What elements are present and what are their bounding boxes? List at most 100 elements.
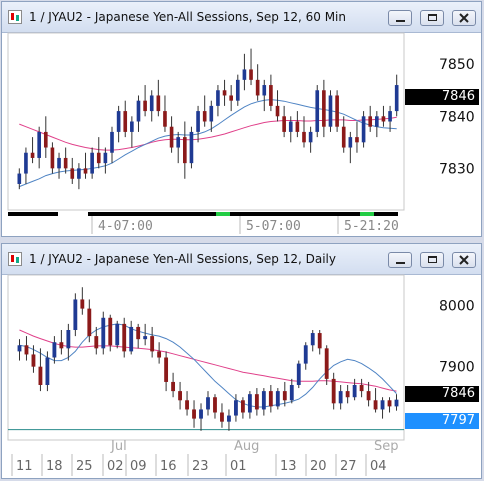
candle-body — [216, 90, 220, 106]
candle-body — [352, 385, 357, 398]
candle-body — [59, 342, 64, 349]
maximize-button[interactable] — [420, 252, 444, 268]
candle-body — [43, 131, 48, 148]
maximize-button[interactable] — [420, 10, 444, 26]
candle-body — [63, 157, 68, 169]
candle-body — [234, 400, 238, 416]
candle-body — [381, 116, 386, 122]
candle-body — [103, 152, 108, 164]
candle-body — [317, 333, 322, 349]
candle-body — [366, 391, 371, 401]
session-bar-segment — [360, 212, 374, 216]
session-bar-segment — [374, 212, 398, 216]
candle-body — [282, 391, 287, 401]
chart-window-60min[interactable]: 1 / JYAU2 - Japanese Yen-All Sessions, S… — [1, 1, 482, 237]
candle-body — [227, 415, 231, 422]
candle-body — [328, 95, 333, 127]
candle-body — [94, 336, 99, 349]
candle-body — [150, 336, 155, 352]
moving-average-fast — [19, 323, 397, 408]
close-button[interactable] — [452, 252, 476, 268]
candle-body — [361, 116, 366, 143]
title-bar[interactable]: 1 / JYAU2 - Japanese Yen-All Sessions, S… — [2, 2, 481, 33]
x-tick-label: 11 — [16, 459, 33, 474]
candle-body — [37, 131, 41, 158]
candle-body — [322, 90, 326, 127]
candle-body — [269, 85, 273, 106]
close-icon — [459, 13, 469, 23]
x-tick-label: 5-21:20 — [344, 219, 399, 234]
chart-window-icon — [8, 10, 22, 24]
candle-body — [183, 137, 187, 164]
maximize-icon — [428, 256, 437, 263]
x-tick-label: 5-07:00 — [246, 219, 301, 234]
last-price-tag: 7846 — [405, 386, 479, 402]
candle-body — [189, 131, 194, 164]
month-label: Sep — [374, 439, 399, 454]
minimize-button[interactable] — [388, 252, 412, 268]
candle-body — [247, 394, 252, 413]
close-button[interactable] — [452, 10, 476, 26]
candle-body — [157, 351, 162, 358]
candle-body — [380, 400, 385, 410]
candle-body — [17, 345, 22, 352]
candle-body — [296, 363, 301, 385]
candle-body — [169, 126, 174, 148]
candle-body — [303, 345, 308, 364]
candle-body — [254, 394, 259, 410]
x-tick-label: 18 — [46, 459, 63, 474]
candle-body — [52, 342, 57, 358]
x-tick-label: 01 — [230, 459, 247, 474]
candle-body — [375, 116, 379, 127]
close-icon — [459, 255, 469, 265]
candle-body — [110, 131, 114, 153]
session-bar-segment — [58, 212, 88, 216]
candle-body — [115, 323, 120, 346]
candle-body — [83, 168, 88, 174]
y-tick-label: 8000 — [439, 299, 475, 315]
candle-body — [348, 137, 353, 148]
x-tick-label: 4-07:00 — [98, 219, 153, 234]
candle-body — [202, 111, 207, 122]
candle-body — [17, 173, 22, 184]
session-bar-segment — [216, 212, 230, 216]
candle-body — [288, 121, 293, 132]
candle-body — [192, 409, 196, 419]
candle-body — [171, 381, 176, 392]
price-chart-daily[interactable]: 8000 7900 Jul Aug Sep 11 18 25 02 09 16 23 01 13 20 27 0… — [2, 244, 481, 478]
candle-body — [275, 105, 280, 117]
candle-body — [255, 79, 260, 96]
candle-body — [108, 317, 113, 346]
candle-body — [149, 95, 154, 112]
window-title: 1 / JYAU2 - Japanese Yen-All Sessions, S… — [29, 252, 336, 266]
candle-body — [302, 131, 306, 143]
session-bar-segment — [8, 212, 58, 216]
candle-body — [359, 385, 364, 392]
candle-body — [235, 79, 240, 101]
title-bar[interactable]: 1 / JYAU2 - Japanese Yen-All Sessions, S… — [2, 244, 481, 275]
level-price-tag: 7797 — [405, 413, 479, 429]
candle-body — [331, 378, 336, 404]
x-tick-label: 27 — [340, 459, 357, 474]
candle-body — [229, 95, 233, 101]
minimize-icon — [396, 20, 405, 22]
last-price-tag: 7846 — [405, 89, 479, 105]
candle-body — [24, 152, 28, 174]
candle-body — [242, 69, 247, 80]
minimize-icon — [396, 262, 405, 264]
candle-body — [122, 323, 127, 352]
candle-body — [394, 399, 399, 407]
candle-body — [240, 400, 245, 413]
candle-body — [388, 111, 392, 122]
price-chart-60min[interactable]: 7850 7840 7830 4-07:00 5-07:00 5-21:20 — [2, 2, 481, 236]
candle-body — [308, 131, 313, 143]
candle-body — [261, 391, 266, 410]
minimize-button[interactable] — [388, 10, 412, 26]
candle-body — [129, 326, 134, 352]
candle-body — [116, 111, 121, 132]
candle-body — [50, 147, 55, 169]
candle-body — [275, 391, 280, 407]
candle-body — [394, 85, 399, 112]
x-tick-label: 04 — [370, 459, 387, 474]
chart-window-daily[interactable]: 1 / JYAU2 - Japanese Yen-All Sessions, S… — [1, 243, 482, 479]
